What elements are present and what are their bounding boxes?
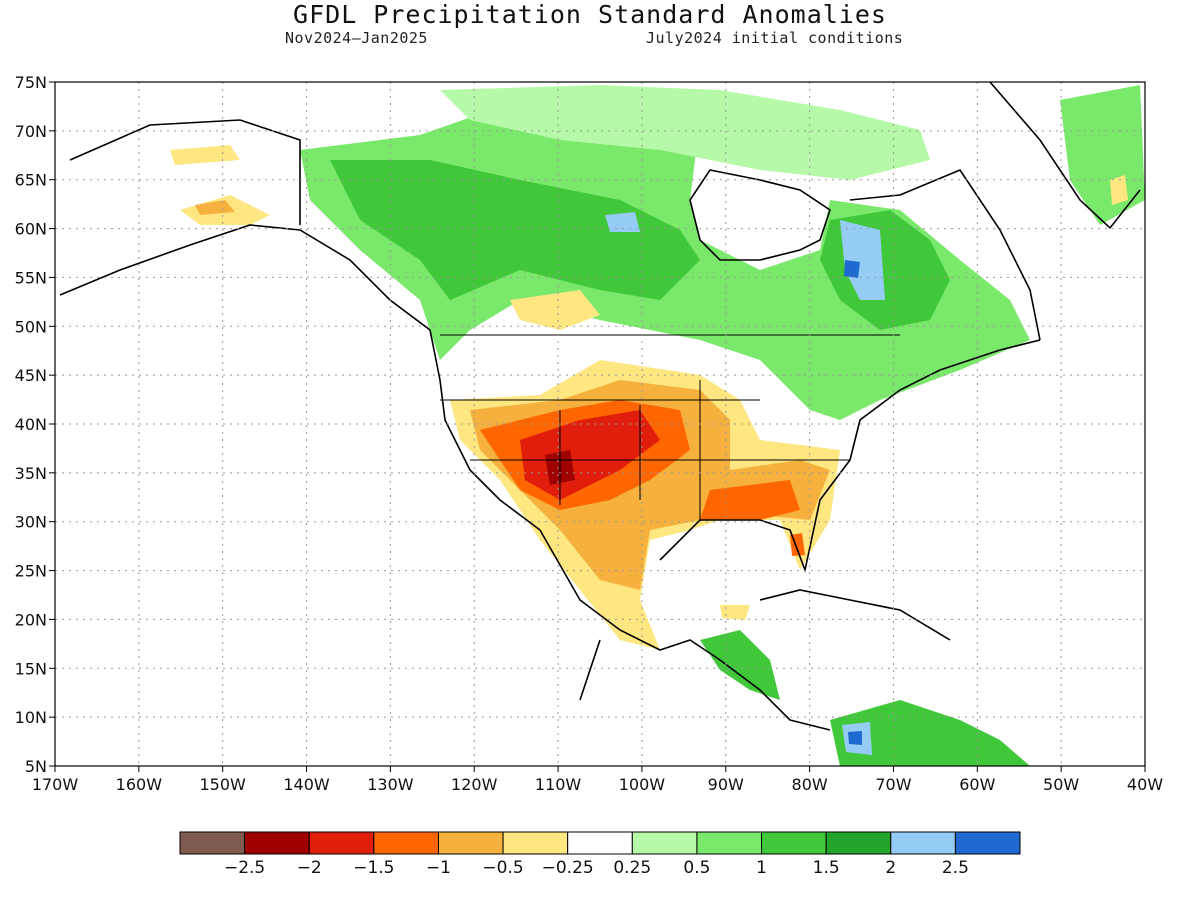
colorbar-swatch: [696, 831, 763, 855]
lon-tick-label: 130W: [367, 775, 414, 794]
colorbar-swatch: [825, 831, 892, 855]
anomaly-region-greenland-dry: [1110, 175, 1128, 205]
anomaly-region-arctic: [440, 85, 930, 180]
map-field: [55, 82, 1145, 766]
lat-tick-label: 20N: [15, 610, 47, 629]
colorbar-label: 0.5: [683, 858, 710, 878]
colorbar-swatch: [308, 831, 375, 855]
lat-tick-label: 45N: [15, 366, 47, 385]
anomaly-region-alaska-dry-core: [195, 200, 235, 215]
anomaly-region-hudson-wet: [605, 212, 640, 232]
anomaly-region-colombia-core: [848, 731, 862, 745]
lat-tick-label: 65N: [15, 171, 47, 190]
anomaly-region-central-america: [700, 630, 780, 700]
lon-tick-label: 40W: [1127, 775, 1163, 794]
colorbar-legend: −2.5 −2 −1.5 −1 −0.5 −0.25 0.25 0.5 1 1.5 2 2.5: [179, 831, 1021, 878]
lon-tick-label: 150W: [200, 775, 247, 794]
colorbar-label: −2.5: [224, 858, 265, 878]
colorbar-label: −0.5: [482, 858, 523, 878]
anomaly-region-south-america: [830, 700, 1030, 766]
lon-tick-label: 90W: [708, 775, 744, 794]
lat-tick-label: 25N: [15, 562, 47, 581]
season-label: Nov2024–Jan2025: [285, 29, 428, 47]
lon-tick-label: 110W: [535, 775, 582, 794]
colorbar-swatch: [179, 831, 246, 855]
lat-tick-label: 75N: [15, 73, 47, 92]
lon-tick-label: 120W: [451, 775, 498, 794]
lat-tick-label: 50N: [15, 317, 47, 336]
lat-tick-label: 10N: [15, 708, 47, 727]
lon-tick-label: 70W: [875, 775, 911, 794]
lon-tick-label: 50W: [1043, 775, 1079, 794]
lat-tick-label: 70N: [15, 122, 47, 141]
colorbar-swatch: [244, 831, 310, 855]
colorbar-swatch: [890, 831, 956, 855]
colorbar-swatch: [631, 831, 698, 855]
colorbar-label: −2: [297, 858, 322, 878]
anomaly-region-prairies-dry: [510, 290, 600, 330]
colorbar-label: 2.5: [942, 858, 969, 878]
anomaly-region-yucatan: [720, 605, 750, 620]
coastlines: [59, 82, 1141, 731]
lon-tick-label: 170W: [32, 775, 79, 794]
colorbar-label: −1.5: [353, 858, 394, 878]
lon-tick-label: 160W: [116, 775, 163, 794]
colorbar-swatch: [567, 831, 633, 855]
colorbar-swatch: [761, 831, 827, 855]
longitude-axis: 170W 160W 150W 140W 130W 120W 110W 100W 90W 80W 70…: [32, 766, 1163, 794]
lon-tick-label: 80W: [792, 775, 828, 794]
lat-tick-label: 30N: [15, 513, 47, 532]
lat-tick-label: 5N: [25, 757, 47, 776]
lat-tick-label: 35N: [15, 464, 47, 483]
anomaly-region-southeast-strong: [700, 480, 800, 520]
colorbar-swatch: [502, 831, 569, 855]
lon-tick-label: 140W: [283, 775, 330, 794]
lat-tick-label: 15N: [15, 659, 47, 678]
graticule: [55, 82, 1145, 766]
initial-conditions-label: July2024 initial conditions: [646, 29, 904, 47]
lat-tick-label: 40N: [15, 415, 47, 434]
colorbar-label: 2: [885, 858, 896, 878]
colorbar-label: 1.5: [813, 858, 840, 878]
anomaly-region-canada-core: [330, 160, 700, 300]
colorbar-swatch: [437, 831, 504, 855]
map-title: GFDL Precipitation Standard Anomalies: [293, 0, 887, 29]
colorbar-swatch: [954, 831, 1021, 855]
colorbar-label: 0.25: [613, 858, 651, 878]
colorbar-label: −1: [426, 858, 451, 878]
colorbar-label: 1: [756, 858, 767, 878]
lon-tick-label: 100W: [619, 775, 666, 794]
lat-tick-label: 60N: [15, 220, 47, 239]
colorbar-label: −0.25: [542, 858, 594, 878]
lon-tick-label: 60W: [959, 775, 995, 794]
lat-tick-label: 55N: [15, 268, 47, 287]
anomaly-region-quebec-core: [844, 260, 860, 278]
latitude-axis: 75N 70N 65N 60N 55N 50N 45N 40N 35N 30N 25N 20N 15N 1…: [15, 73, 55, 776]
colorbar-swatch: [373, 831, 439, 855]
anomaly-region-quebec-wet: [840, 220, 885, 300]
